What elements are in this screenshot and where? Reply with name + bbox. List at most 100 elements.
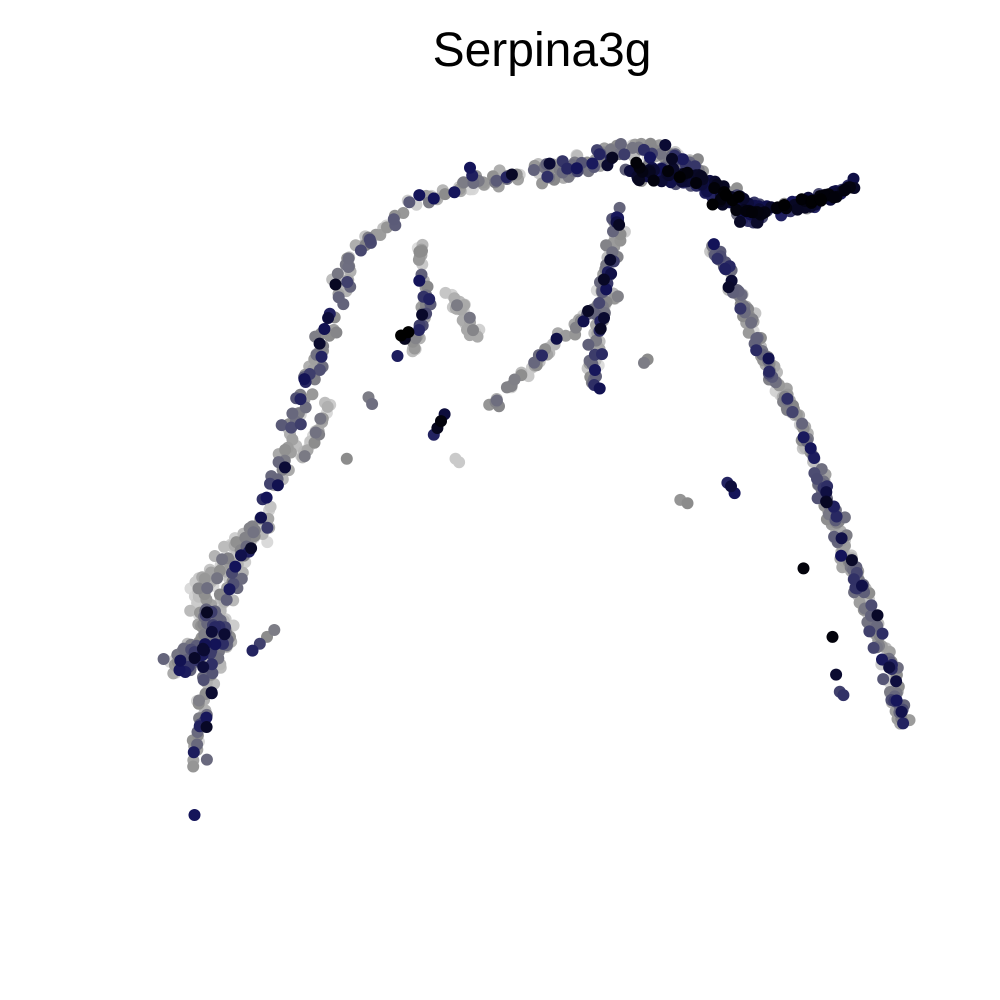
cell-point — [786, 406, 799, 418]
cell-point — [791, 203, 804, 216]
cell-point — [261, 521, 274, 534]
cell-point — [734, 215, 746, 228]
cell-point — [366, 398, 379, 410]
cell-point — [720, 189, 732, 202]
cell-point — [211, 572, 224, 585]
cell-point — [847, 573, 860, 586]
cell-point — [197, 674, 210, 686]
cell-point — [820, 486, 833, 499]
cell-point — [298, 373, 311, 386]
cell-point — [193, 694, 205, 707]
cell-point — [200, 753, 213, 766]
cell-point — [725, 480, 737, 493]
cell-point — [719, 262, 732, 275]
cell-point — [706, 198, 719, 211]
cell-point — [690, 177, 703, 189]
cell-point — [413, 274, 426, 287]
scatter-points — [157, 137, 916, 821]
cell-point — [856, 579, 868, 592]
cell-point — [188, 652, 201, 664]
cell-point — [876, 653, 888, 666]
cell-point — [647, 174, 660, 187]
cell-point — [797, 562, 810, 575]
cell-point — [745, 316, 758, 329]
cell-point — [543, 157, 556, 170]
cell-point — [294, 418, 307, 431]
cell-point — [600, 283, 613, 296]
cell-point — [796, 417, 809, 430]
cell-point — [781, 392, 794, 405]
cell-point — [201, 606, 213, 619]
cell-point — [586, 157, 599, 170]
cell-point — [597, 273, 610, 286]
cell-point — [820, 496, 833, 509]
cell-point — [877, 673, 890, 686]
cell-point — [188, 809, 201, 821]
cell-point — [184, 604, 197, 617]
cell-point — [322, 312, 335, 324]
cell-point — [845, 554, 858, 567]
cell-point — [342, 252, 355, 265]
cell-point — [229, 560, 242, 573]
cell-point — [604, 253, 617, 266]
cell-point — [439, 188, 452, 201]
chart-title: Serpina3g — [433, 24, 652, 77]
cell-point — [797, 431, 810, 444]
cell-point — [750, 332, 763, 345]
cell-point — [402, 326, 415, 339]
cell-point — [271, 479, 284, 492]
cell-point — [330, 326, 343, 339]
cell-point — [876, 627, 889, 640]
cell-point — [198, 572, 211, 585]
cell-point — [463, 311, 476, 324]
cell-point — [508, 373, 521, 386]
cell-point — [315, 350, 328, 363]
cell-point — [279, 443, 292, 456]
cell-point — [835, 532, 848, 545]
cell-point — [827, 191, 840, 204]
cell-point — [413, 324, 425, 336]
cell-point — [808, 452, 821, 464]
cell-point — [205, 625, 218, 638]
cell-point — [676, 153, 689, 166]
cell-point — [707, 238, 720, 251]
cell-point — [708, 182, 721, 194]
cell-point — [200, 711, 213, 724]
cell-point — [561, 162, 574, 175]
cell-point — [313, 337, 326, 350]
cell-point — [467, 324, 479, 337]
cell-point — [197, 661, 210, 673]
cell-point — [340, 452, 353, 465]
cell-point — [536, 349, 548, 362]
cell-point — [618, 148, 631, 161]
cell-point — [734, 302, 747, 315]
cell-point — [826, 630, 839, 643]
cell-point — [413, 245, 426, 258]
cell-point — [448, 186, 461, 199]
cell-point — [423, 293, 436, 306]
cell-point — [746, 206, 758, 219]
cell-point — [490, 174, 503, 187]
cell-point — [638, 356, 650, 369]
cell-point — [541, 170, 554, 183]
cell-point — [453, 456, 466, 469]
cell-point — [209, 638, 222, 651]
cell-point — [762, 352, 775, 365]
cell-point — [722, 281, 735, 294]
cell-point — [871, 609, 884, 622]
cell-point — [804, 442, 817, 455]
cell-point — [201, 582, 214, 595]
cell-point — [200, 721, 213, 733]
cell-point — [294, 393, 307, 406]
cell-point — [593, 148, 606, 161]
cell-point — [435, 415, 447, 428]
cell-point — [314, 412, 327, 425]
cell-point — [268, 624, 281, 636]
cell-point — [559, 329, 572, 342]
cell-point — [192, 582, 205, 595]
cell-point — [363, 233, 376, 246]
cell-point — [331, 267, 344, 280]
cell-point — [644, 151, 656, 164]
cell-point — [594, 322, 607, 335]
cell-point — [416, 308, 429, 321]
